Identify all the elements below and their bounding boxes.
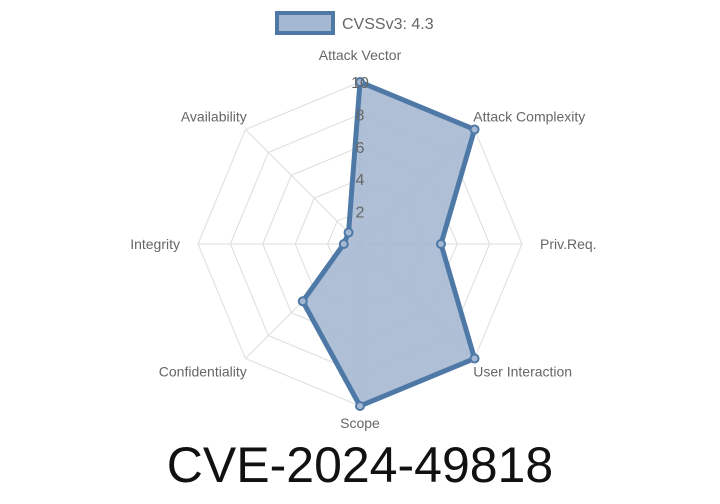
axis-label: Scope — [340, 415, 380, 431]
radar-ticks: 2 4 6 8 10 — [351, 75, 369, 222]
data-point[interactable] — [436, 239, 446, 249]
data-point[interactable] — [469, 353, 480, 364]
tick-label: 4 — [356, 172, 365, 189]
data-point[interactable] — [297, 296, 308, 307]
tick-label: 8 — [356, 107, 365, 124]
tick-label: 6 — [356, 140, 365, 157]
tick-label: 10 — [351, 75, 369, 92]
legend[interactable]: CVSSv3: 4.3 — [275, 11, 434, 35]
legend-swatch — [275, 11, 335, 35]
axis-label: Integrity — [130, 236, 180, 252]
axis-label: Attack Complexity — [473, 109, 585, 125]
axis-label: Availability — [181, 109, 247, 125]
cve-title: CVE-2024-49818 — [167, 437, 553, 493]
data-point[interactable] — [343, 227, 354, 238]
radar-series — [297, 77, 480, 411]
grid-spoke — [245, 129, 361, 245]
data-point[interactable] — [355, 77, 365, 87]
data-point[interactable] — [469, 124, 480, 135]
axis-label: Attack Vector — [319, 47, 402, 63]
axis-label: Priv.Req. — [540, 236, 597, 252]
axis-label: Confidentiality — [159, 363, 247, 379]
tick-label: 2 — [356, 205, 365, 222]
axis-label: User Interaction — [473, 363, 572, 379]
legend-label: CVSSv3: 4.3 — [342, 16, 434, 33]
data-point[interactable] — [355, 401, 365, 411]
axis-labels: Attack Vector Attack Complexity Priv.Req. U… — [130, 47, 596, 431]
data-point[interactable] — [338, 239, 349, 249]
